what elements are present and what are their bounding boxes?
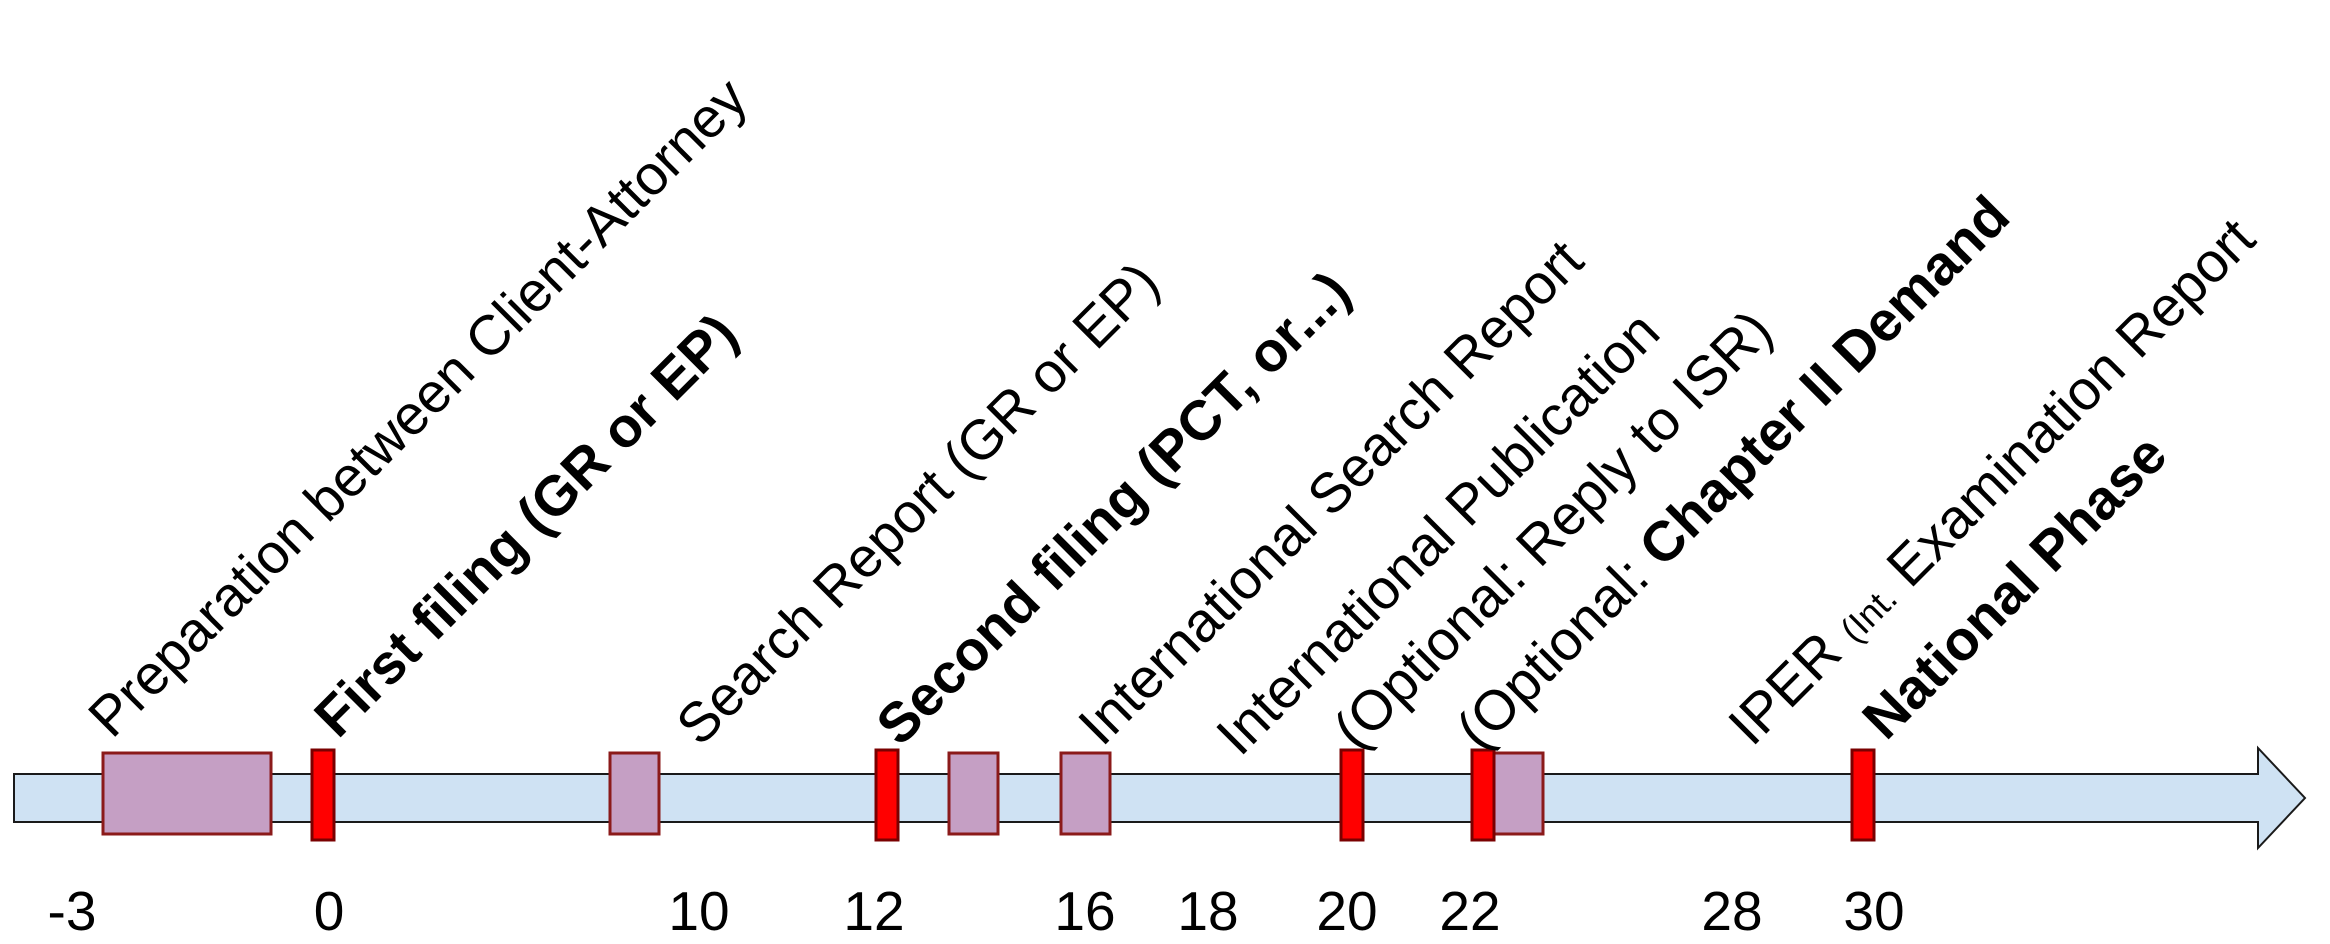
phase-block-intl-search-report	[947, 751, 1000, 836]
milestone-reply-to-isr	[1339, 748, 1365, 842]
event-label-first-filing: First filing (GR or EP)	[302, 301, 749, 748]
tick-label: 0	[314, 880, 345, 942]
tick-label: 10	[668, 880, 729, 942]
phase-block-search-report	[608, 751, 661, 836]
milestone-second-filing	[874, 748, 900, 842]
phase-block-after-demand	[1492, 751, 1545, 836]
phase-block-intl-publication	[1059, 751, 1112, 836]
tick-label: 16	[1054, 880, 1115, 942]
tick-labels: -3 0 10 12 16 18 20 22 28 30	[48, 880, 1905, 942]
event-label-iper: IPER (Int. Examination Report	[1716, 206, 2267, 757]
timeline-arrow	[13, 745, 2307, 851]
tick-label: 12	[843, 880, 904, 942]
milestone-first-filing	[310, 748, 336, 842]
milestone-chapter-ii-demand	[1470, 748, 1496, 842]
tick-label: -3	[48, 880, 97, 942]
tick-label: 28	[1701, 880, 1762, 942]
event-labels: Preparation between Client-Attorney Firs…	[76, 66, 2267, 767]
tick-label: 30	[1843, 880, 1904, 942]
tick-label: 20	[1316, 880, 1377, 942]
phase-block-preparation	[101, 751, 273, 836]
tick-label: 18	[1177, 880, 1238, 942]
tick-label: 22	[1439, 880, 1500, 942]
milestone-national-phase	[1850, 748, 1876, 842]
